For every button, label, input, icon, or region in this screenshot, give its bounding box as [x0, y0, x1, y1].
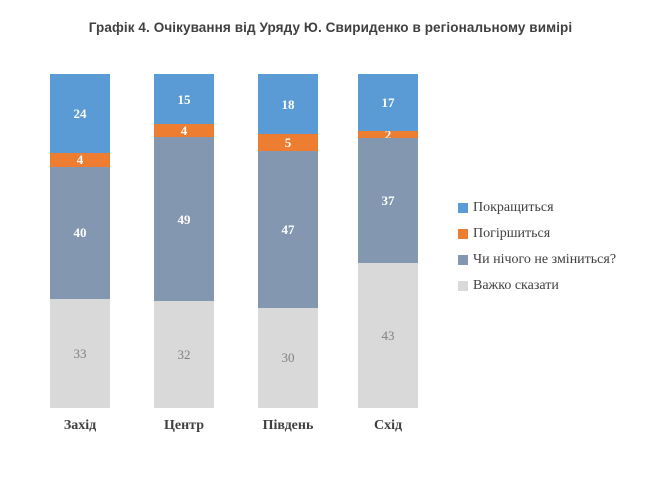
bar-segment-value: 32 — [177, 347, 191, 363]
legend-item[interactable]: Покращиться — [458, 196, 658, 220]
bar-segment-value: 4 — [180, 124, 188, 138]
bar-segment-value: 18 — [281, 96, 295, 112]
bar-segment-nochange[interactable]: 37 — [358, 138, 418, 263]
bar-segment-hardtosay[interactable]: 33 — [50, 298, 110, 408]
legend-label: Покращиться — [473, 200, 554, 215]
legend-swatch-icon — [458, 255, 468, 265]
legend-item[interactable]: Важко сказати — [458, 274, 658, 298]
legend-item[interactable]: Чи нічого не зміниться? — [458, 248, 658, 272]
axis-category-label: Центр — [163, 418, 204, 433]
bar-stack: 18 5 47 30 — [258, 74, 318, 409]
bar-segment-hardtosay[interactable]: 30 — [258, 307, 318, 409]
axis-category-label: Південь — [262, 418, 314, 433]
chart-title: Графік 4. Очікування від Уряду Ю. Свирид… — [88, 20, 573, 35]
legend-swatch-icon — [458, 281, 468, 291]
legend-swatch-icon — [458, 203, 468, 213]
bar-segment-worsen[interactable]: 5 — [258, 134, 318, 151]
bar-segment-value: 30 — [281, 350, 295, 366]
bar-column[interactable]: 17 2 37 43 — [358, 74, 418, 408]
bar-segment-value: 37 — [381, 193, 395, 208]
bar-segment-value: 24 — [73, 106, 87, 122]
legend-swatch-icon — [458, 229, 468, 239]
bar-segment-improve[interactable]: 15 — [154, 74, 214, 125]
bar-stack: 24 4 40 33 — [50, 74, 110, 408]
bar-segment-value: 4 — [76, 153, 84, 167]
bar-segment-worsen[interactable]: 4 — [154, 124, 214, 138]
bar-segment-value: 49 — [177, 211, 191, 227]
bar-segment-value: 47 — [281, 221, 295, 237]
bar-segment-improve[interactable]: 17 — [358, 74, 418, 132]
bar-segment-value: 40 — [73, 225, 87, 241]
legend-label: Погіршиться — [473, 226, 551, 241]
bar-segment-nochange[interactable]: 49 — [154, 137, 214, 302]
bar-segment-value: 33 — [73, 345, 87, 361]
axis-category-label: Захід — [63, 418, 97, 433]
bar-segment-value: 2 — [385, 131, 392, 138]
bar-segment-value: 17 — [381, 95, 395, 111]
bar-segment-value: 43 — [381, 327, 395, 343]
bar-column[interactable]: 15 4 49 32 — [154, 74, 214, 408]
bar-segment-nochange[interactable]: 40 — [50, 166, 110, 299]
bar-segment-worsen[interactable]: 4 — [50, 153, 110, 167]
legend-label: Чи нічого не зміниться? — [473, 252, 617, 267]
legend-item[interactable]: Погіршиться — [458, 222, 658, 246]
bar-column[interactable]: 18 5 47 30 — [258, 74, 318, 409]
bar-stack: 17 2 37 43 — [358, 74, 418, 408]
bar-segment-hardtosay[interactable]: 32 — [154, 301, 214, 408]
bar-segment-worsen[interactable]: 2 — [358, 131, 418, 139]
bar-segment-nochange[interactable]: 47 — [258, 150, 318, 308]
bar-segment-improve[interactable]: 24 — [50, 74, 110, 154]
chart-legend: Покращиться Погіршиться Чи нічого не зміни… — [458, 196, 658, 300]
bar-segment-improve[interactable]: 18 — [258, 74, 318, 135]
bar-column[interactable]: 24 4 40 33 — [50, 74, 110, 408]
axis-category-label: Схід — [373, 418, 403, 433]
bar-stack: 15 4 49 32 — [154, 74, 214, 408]
legend-label: Важко сказати — [473, 278, 559, 293]
bar-segment-value: 5 — [284, 134, 292, 150]
bar-segment-value: 15 — [177, 91, 191, 107]
bar-segment-hardtosay[interactable]: 43 — [358, 262, 418, 408]
